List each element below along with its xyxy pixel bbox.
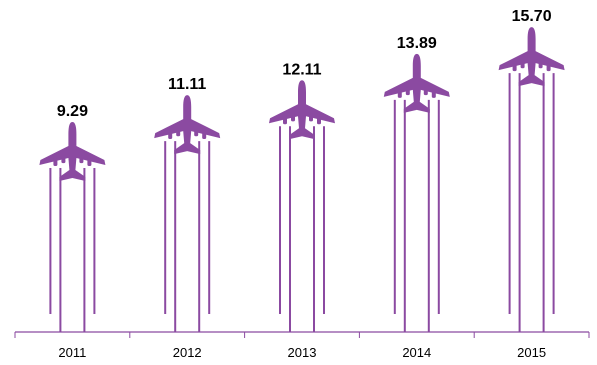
bar-2012: 11.11 — [154, 76, 221, 332]
engine-shape — [431, 89, 436, 98]
data-label: 12.11 — [282, 61, 321, 78]
engine-shape — [423, 87, 428, 96]
airplane-icon — [383, 53, 450, 113]
engine-shape — [317, 116, 321, 125]
engine-shape — [61, 155, 66, 164]
engine-shape — [538, 60, 543, 69]
airplane-icon — [39, 122, 106, 182]
x-tick-label: 2014 — [402, 345, 431, 360]
bar-2014: 13.89 — [383, 35, 450, 332]
x-tick-label: 2013 — [288, 345, 317, 360]
airplane-icon — [498, 27, 565, 87]
engine-shape — [194, 128, 199, 137]
x-tick-label: 2011 — [58, 345, 86, 360]
engine-shape — [512, 63, 517, 72]
engine-shape — [520, 60, 525, 69]
data-label: 11.11 — [168, 76, 206, 93]
x-tick-label: 2015 — [517, 345, 546, 360]
engine-shape — [309, 113, 313, 122]
data-label: 9.29 — [57, 103, 88, 120]
data-label: 15.70 — [512, 8, 552, 25]
airplane-icon — [154, 95, 221, 155]
bar-2013: 12.11 — [269, 61, 335, 332]
bar-2011: 9.29 — [39, 103, 106, 332]
airplane-icon — [269, 80, 335, 140]
engine-shape — [168, 131, 173, 140]
bar-2015: 15.70 — [498, 8, 565, 332]
engine-shape — [87, 157, 92, 166]
engine-shape — [405, 87, 410, 96]
engine-shape — [176, 128, 181, 137]
chart-marks: 9.29 11.11 12.11 13.89 15.70 — [39, 8, 565, 332]
engine-shape — [546, 63, 551, 72]
engine-shape — [53, 157, 58, 166]
engine-shape — [397, 89, 402, 98]
data-label: 13.89 — [397, 35, 437, 52]
x-tick-label: 2012 — [173, 345, 202, 360]
engine-shape — [202, 131, 207, 140]
engine-shape — [291, 113, 295, 122]
engine-shape — [79, 155, 84, 164]
engine-shape — [283, 116, 287, 125]
x-axis: 2011 2012 2013 2014 2015 — [14, 331, 590, 360]
